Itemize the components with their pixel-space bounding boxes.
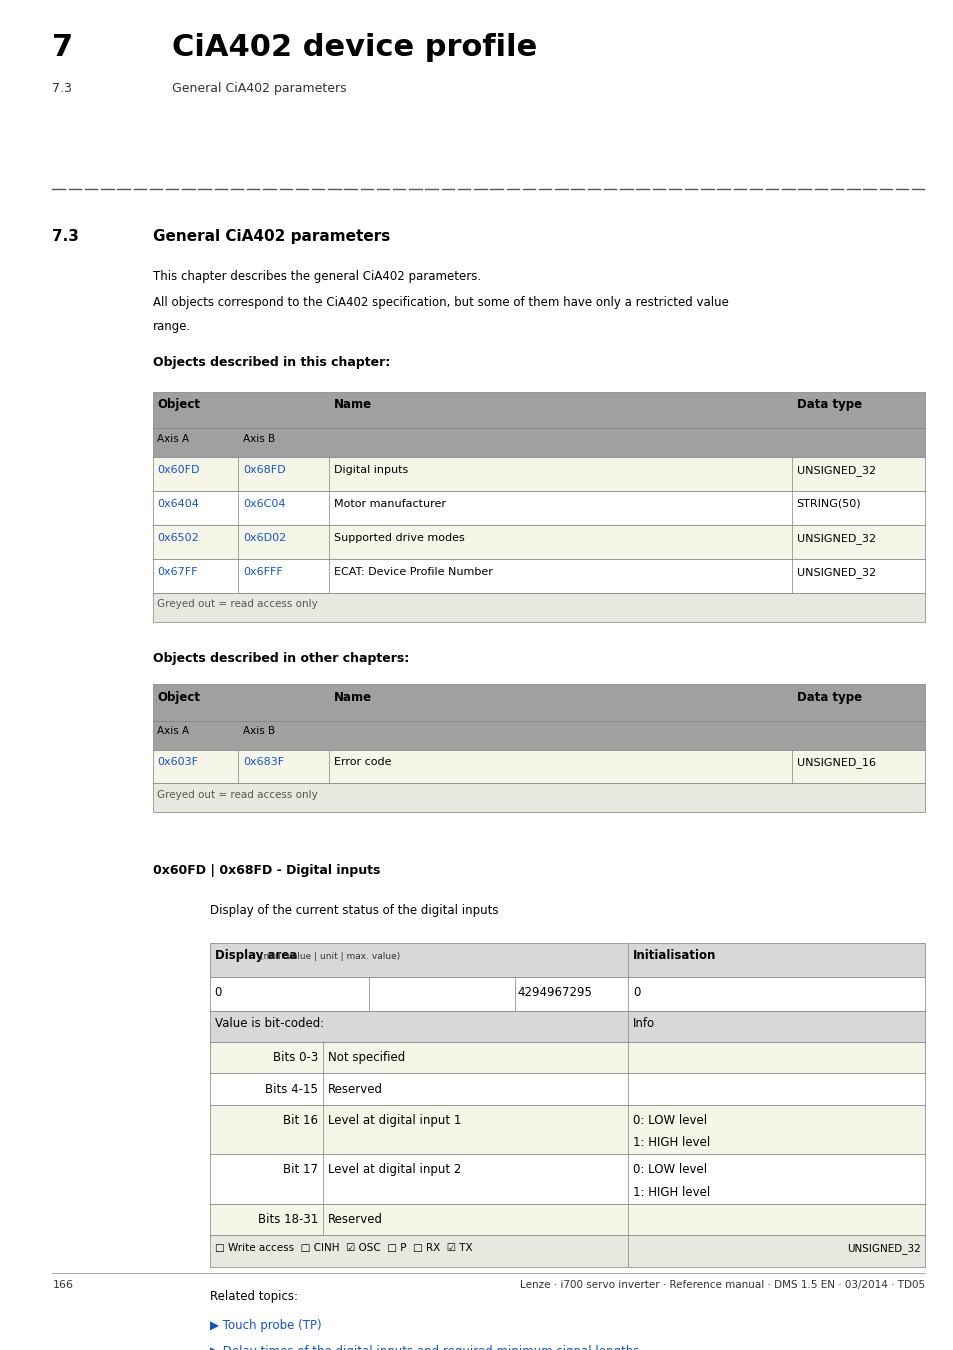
Text: 0x6D02: 0x6D02	[243, 533, 286, 543]
Bar	[210, 977, 924, 1011]
Text: 4294967295: 4294967295	[517, 986, 592, 999]
Text: Greyed out = read access only: Greyed out = read access only	[157, 599, 318, 609]
Text: Value is bit-coded:: Value is bit-coded:	[214, 1018, 324, 1030]
Bar	[152, 458, 924, 491]
Bar	[210, 1042, 924, 1073]
Bar	[210, 1104, 924, 1154]
Text: 7.3: 7.3	[52, 82, 72, 96]
Text: 0x6FFF: 0x6FFF	[243, 567, 283, 576]
Text: 0x683F: 0x683F	[243, 757, 284, 767]
Bar	[210, 1154, 924, 1204]
Text: Display area: Display area	[214, 949, 296, 963]
Text: 0x60FD: 0x60FD	[157, 464, 200, 475]
Text: Bit 16: Bit 16	[283, 1114, 317, 1127]
Bar	[152, 593, 924, 621]
Text: Axis A: Axis A	[157, 726, 190, 736]
Text: □ Write access  □ CINH  ☑ OSC  □ P  □ RX  ☑ TX: □ Write access □ CINH ☑ OSC □ P □ RX ☑ T…	[214, 1243, 472, 1253]
Text: 0x6404: 0x6404	[157, 498, 199, 509]
Bar	[152, 392, 924, 428]
Text: 0: LOW level: 0: LOW level	[633, 1114, 706, 1127]
Text: ▶ Delay times of the digital inputs and required minimum signal lengths: ▶ Delay times of the digital inputs and …	[210, 1345, 639, 1350]
Text: Initialisation: Initialisation	[633, 949, 716, 963]
Bar	[210, 1204, 924, 1235]
Text: Object: Object	[157, 691, 200, 703]
Text: Bits 0-3: Bits 0-3	[273, 1052, 317, 1064]
Text: UNSIGNED_32: UNSIGNED_32	[796, 533, 875, 544]
Text: 0x603F: 0x603F	[157, 757, 198, 767]
Text: Bits 18-31: Bits 18-31	[257, 1214, 317, 1226]
Text: Object: Object	[157, 398, 200, 412]
Text: UNSIGNED_32: UNSIGNED_32	[796, 464, 875, 475]
Text: Supported drive modes: Supported drive modes	[334, 533, 464, 543]
Bar	[152, 721, 924, 749]
Text: Bits 4-15: Bits 4-15	[265, 1083, 317, 1095]
Text: General CiA402 parameters: General CiA402 parameters	[172, 82, 346, 96]
Text: (min. value | unit | max. value): (min. value | unit | max. value)	[260, 952, 400, 961]
Text: Axis A: Axis A	[157, 433, 190, 444]
Text: Info: Info	[633, 1018, 655, 1030]
Text: ECAT: Device Profile Number: ECAT: Device Profile Number	[334, 567, 493, 576]
Bar	[152, 491, 924, 525]
Text: Level at digital input 2: Level at digital input 2	[327, 1164, 460, 1176]
Bar	[152, 559, 924, 593]
Bar	[210, 1073, 924, 1104]
Text: 166: 166	[52, 1280, 73, 1289]
Text: UNSIGNED_32: UNSIGNED_32	[796, 567, 875, 578]
Text: Reserved: Reserved	[327, 1083, 382, 1095]
Text: 7: 7	[52, 32, 73, 62]
Bar	[152, 749, 924, 783]
Text: Motor manufacturer: Motor manufacturer	[334, 498, 445, 509]
Text: 0: 0	[633, 986, 639, 999]
Bar	[152, 428, 924, 458]
Text: This chapter describes the general CiA402 parameters.: This chapter describes the general CiA40…	[152, 270, 480, 284]
Text: Name: Name	[334, 691, 372, 703]
Text: Reserved: Reserved	[327, 1214, 382, 1226]
Text: 7.3: 7.3	[52, 228, 79, 243]
Text: Axis B: Axis B	[243, 433, 275, 444]
Text: Lenze · i700 servo inverter · Reference manual · DMS 1.5 EN · 03/2014 · TD05: Lenze · i700 servo inverter · Reference …	[519, 1280, 924, 1289]
Bar	[210, 942, 924, 977]
Text: UNSIGNED_32: UNSIGNED_32	[846, 1243, 920, 1254]
Text: 1: HIGH level: 1: HIGH level	[633, 1137, 710, 1149]
Text: Objects described in this chapter:: Objects described in this chapter:	[152, 356, 390, 370]
Text: Display of the current status of the digital inputs: Display of the current status of the dig…	[210, 903, 497, 917]
Text: Data type: Data type	[796, 398, 861, 412]
Text: range.: range.	[152, 320, 191, 333]
Bar	[210, 1235, 924, 1266]
Text: STRING(50): STRING(50)	[796, 498, 861, 509]
Text: Not specified: Not specified	[327, 1052, 404, 1064]
Text: UNSIGNED_16: UNSIGNED_16	[796, 757, 875, 768]
Text: Objects described in other chapters:: Objects described in other chapters:	[152, 652, 409, 664]
Bar	[152, 525, 924, 559]
Text: Data type: Data type	[796, 691, 861, 703]
Text: Bit 17: Bit 17	[283, 1164, 317, 1176]
Text: ▶ Touch probe (TP): ▶ Touch probe (TP)	[210, 1319, 321, 1332]
Text: 0: LOW level: 0: LOW level	[633, 1164, 706, 1176]
Text: All objects correspond to the CiA402 specification, but some of them have only a: All objects correspond to the CiA402 spe…	[152, 297, 728, 309]
Text: 0x67FF: 0x67FF	[157, 567, 197, 576]
Text: CiA402 device profile: CiA402 device profile	[172, 32, 537, 62]
Bar	[152, 684, 924, 721]
Text: Related topics:: Related topics:	[210, 1291, 297, 1303]
Text: Name: Name	[334, 398, 372, 412]
Text: 0: 0	[214, 986, 222, 999]
Text: Level at digital input 1: Level at digital input 1	[327, 1114, 460, 1127]
Text: 0x68FD: 0x68FD	[243, 464, 286, 475]
Text: Greyed out = read access only: Greyed out = read access only	[157, 790, 318, 801]
Text: General CiA402 parameters: General CiA402 parameters	[152, 228, 390, 243]
Bar	[152, 783, 924, 813]
Text: 1: HIGH level: 1: HIGH level	[633, 1185, 710, 1199]
Bar	[210, 1011, 924, 1042]
Text: Error code: Error code	[334, 757, 391, 767]
Text: 0x60FD | 0x68FD - Digital inputs: 0x60FD | 0x68FD - Digital inputs	[152, 864, 379, 878]
Text: 0x6C04: 0x6C04	[243, 498, 286, 509]
Text: 0x6502: 0x6502	[157, 533, 199, 543]
Text: Digital inputs: Digital inputs	[334, 464, 408, 475]
Text: Axis B: Axis B	[243, 726, 275, 736]
